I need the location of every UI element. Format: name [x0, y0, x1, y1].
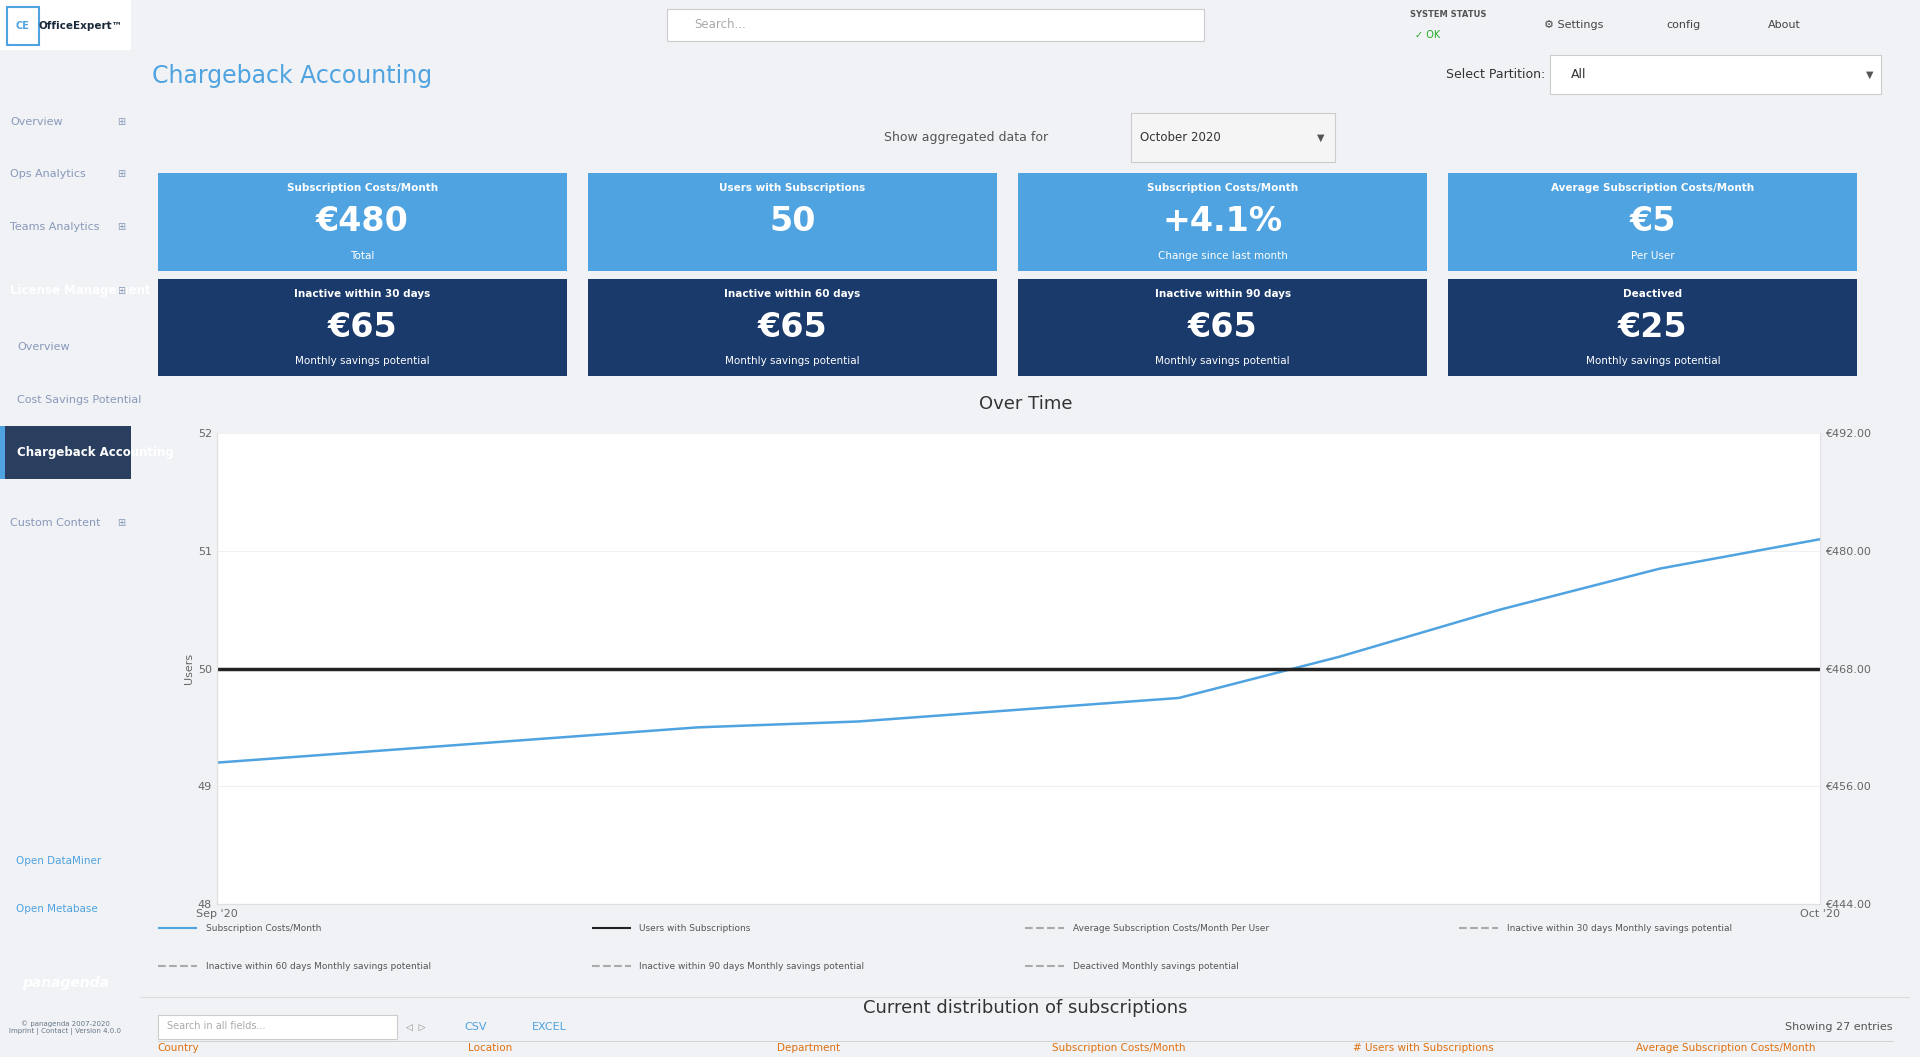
- Text: Inactive within 30 days: Inactive within 30 days: [294, 289, 430, 299]
- FancyBboxPatch shape: [1131, 113, 1334, 162]
- Text: Inactive within 90 days Monthly savings potential: Inactive within 90 days Monthly savings …: [639, 962, 864, 970]
- Bar: [0, 426, 131, 479]
- Bar: [157, 279, 566, 376]
- Text: +4.1%: +4.1%: [1164, 205, 1283, 239]
- Text: Monthly savings potential: Monthly savings potential: [296, 356, 430, 367]
- Text: CSV: CSV: [465, 1022, 486, 1032]
- Text: License Management: License Management: [10, 284, 152, 297]
- Text: Average Subscription Costs/Month: Average Subscription Costs/Month: [1551, 183, 1755, 193]
- Bar: [6, 7, 38, 45]
- Text: Change since last month: Change since last month: [1158, 251, 1288, 261]
- Text: Open DataMiner: Open DataMiner: [15, 856, 102, 867]
- Text: ⚙ Settings: ⚙ Settings: [1544, 20, 1603, 30]
- Text: Location: Location: [468, 1043, 513, 1054]
- FancyBboxPatch shape: [1549, 55, 1880, 94]
- Text: Total: Total: [349, 251, 374, 261]
- Text: Chargeback Accounting: Chargeback Accounting: [152, 63, 432, 88]
- Text: ▼: ▼: [1317, 132, 1325, 143]
- Text: OfficeExpert™: OfficeExpert™: [38, 21, 123, 32]
- Text: All: All: [1571, 68, 1586, 81]
- Text: Average Subscription Costs/Month Per User: Average Subscription Costs/Month Per Use…: [1073, 924, 1269, 932]
- Text: Average Subscription Costs/Month: Average Subscription Costs/Month: [1636, 1043, 1816, 1054]
- Text: €65: €65: [1188, 311, 1258, 345]
- Bar: [0, 0, 131, 50]
- Text: Inactive within 60 days: Inactive within 60 days: [724, 289, 860, 299]
- Text: CE: CE: [15, 21, 31, 32]
- Text: Per User: Per User: [1630, 251, 1674, 261]
- Text: Inactive within 30 days Monthly savings potential: Inactive within 30 days Monthly savings …: [1507, 924, 1732, 932]
- Text: €480: €480: [317, 205, 409, 239]
- Text: Department: Department: [778, 1043, 841, 1054]
- Text: Search in all fields...: Search in all fields...: [167, 1021, 265, 1032]
- Text: €5: €5: [1630, 205, 1676, 239]
- FancyBboxPatch shape: [157, 1016, 397, 1039]
- Text: Custom Content: Custom Content: [10, 518, 102, 528]
- Bar: [157, 173, 566, 271]
- Text: ◁  ▷: ◁ ▷: [405, 1022, 424, 1032]
- Text: # Users with Subscriptions: # Users with Subscriptions: [1354, 1043, 1494, 1054]
- Bar: [0, 426, 4, 479]
- Text: Search...: Search...: [695, 18, 747, 32]
- Text: ⊞: ⊞: [117, 222, 125, 233]
- Text: EXCEL: EXCEL: [532, 1022, 566, 1032]
- Text: Show aggregated data for: Show aggregated data for: [883, 131, 1048, 144]
- Text: Subscription Costs/Month: Subscription Costs/Month: [286, 183, 438, 193]
- Text: config: config: [1667, 20, 1699, 30]
- Text: Inactive within 90 days: Inactive within 90 days: [1154, 289, 1290, 299]
- Text: October 2020: October 2020: [1140, 131, 1221, 144]
- Bar: [1018, 173, 1427, 271]
- Text: Deactived Monthly savings potential: Deactived Monthly savings potential: [1073, 962, 1238, 970]
- Bar: [588, 173, 996, 271]
- Text: €25: €25: [1619, 311, 1688, 345]
- Text: Subscription Costs/Month: Subscription Costs/Month: [1052, 1043, 1185, 1054]
- Text: Teams Analytics: Teams Analytics: [10, 222, 100, 233]
- Text: Open Metabase: Open Metabase: [15, 904, 98, 914]
- Text: ⊞: ⊞: [117, 518, 125, 528]
- Text: Users with Subscriptions: Users with Subscriptions: [720, 183, 866, 193]
- Text: Overview: Overview: [17, 341, 69, 352]
- Text: €65: €65: [328, 311, 397, 345]
- Bar: [588, 279, 996, 376]
- Text: © panagenda 2007-2020
Imprint | Contact | Version 4.0.0: © panagenda 2007-2020 Imprint | Contact …: [10, 1020, 121, 1035]
- Text: €65: €65: [758, 311, 828, 345]
- Text: ▼: ▼: [1866, 70, 1874, 79]
- Bar: [1018, 279, 1427, 376]
- Text: Users with Subscriptions: Users with Subscriptions: [639, 924, 751, 932]
- Text: panagenda: panagenda: [21, 976, 109, 990]
- Text: Over Time: Over Time: [979, 395, 1071, 413]
- Text: Monthly savings potential: Monthly savings potential: [1586, 356, 1720, 367]
- Text: Select Partition:: Select Partition:: [1446, 68, 1546, 81]
- Y-axis label: Users: Users: [184, 653, 194, 684]
- Text: Monthly savings potential: Monthly savings potential: [1156, 356, 1290, 367]
- Text: Country: Country: [157, 1043, 200, 1054]
- Text: ⊞: ⊞: [117, 169, 125, 180]
- Bar: [1448, 279, 1857, 376]
- Text: Overview: Overview: [10, 116, 63, 127]
- Text: Ops Analytics: Ops Analytics: [10, 169, 86, 180]
- Text: 50: 50: [770, 205, 816, 239]
- FancyBboxPatch shape: [668, 8, 1204, 41]
- Text: Inactive within 60 days Monthly savings potential: Inactive within 60 days Monthly savings …: [205, 962, 430, 970]
- Text: Showing 27 entries: Showing 27 entries: [1786, 1022, 1893, 1032]
- Text: Cost Savings Potential: Cost Savings Potential: [17, 394, 142, 405]
- Text: ✓ OK: ✓ OK: [1415, 30, 1440, 40]
- Text: Deactived: Deactived: [1622, 289, 1682, 299]
- Text: ⊞: ⊞: [117, 116, 125, 127]
- Text: Subscription Costs/Month: Subscription Costs/Month: [1146, 183, 1298, 193]
- Bar: [1448, 173, 1857, 271]
- Text: About: About: [1768, 20, 1801, 30]
- Text: Chargeback Accounting: Chargeback Accounting: [17, 446, 173, 459]
- Text: Subscription Costs/Month: Subscription Costs/Month: [205, 924, 321, 932]
- Text: Monthly savings potential: Monthly savings potential: [726, 356, 860, 367]
- Text: SYSTEM STATUS: SYSTEM STATUS: [1409, 11, 1486, 19]
- Text: Current distribution of subscriptions: Current distribution of subscriptions: [862, 999, 1188, 1017]
- Text: ⊞: ⊞: [117, 285, 125, 296]
